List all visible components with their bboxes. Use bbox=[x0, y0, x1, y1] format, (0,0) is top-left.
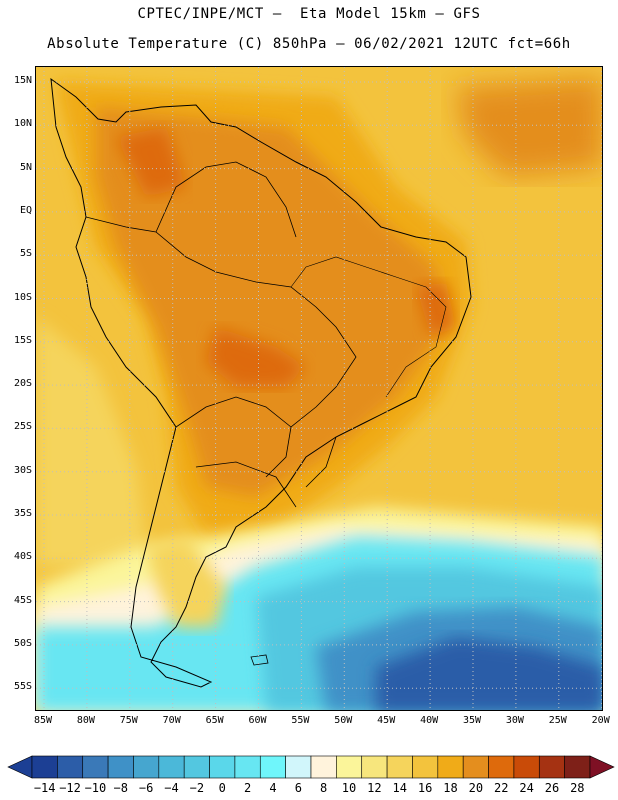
latitude-label: 25S bbox=[13, 421, 32, 433]
colorbar-under-arrow bbox=[7, 755, 33, 779]
colorbar-tick-label: 14 bbox=[392, 781, 407, 795]
title-field: Absolute Temperature (C) 850hPa – 06/02/… bbox=[47, 36, 571, 52]
field-14c-pacific bbox=[36, 317, 146, 567]
longitude-label: 85W bbox=[33, 715, 53, 726]
field-22c-bahia bbox=[416, 282, 456, 337]
falkland-islands bbox=[250, 654, 269, 666]
latitude-label: 15N bbox=[13, 75, 32, 86]
colorbar-swatch bbox=[158, 755, 185, 779]
longitude-label: 75W bbox=[119, 715, 138, 726]
title-model: CPTEC/INPE/MCT – Eta Model 15km – GFS bbox=[137, 6, 481, 22]
longitude-label: 55W bbox=[291, 715, 310, 726]
colorbar-swatch bbox=[386, 755, 413, 779]
latitude-label: 40S bbox=[13, 551, 32, 563]
colorbar-tick-label: 24 bbox=[519, 781, 534, 795]
colorbar-swatch bbox=[234, 755, 261, 779]
latitude-label: 5S bbox=[19, 248, 32, 260]
colorbar-swatch bbox=[82, 755, 109, 779]
colorbar-tick-label: −12 bbox=[59, 781, 81, 795]
border-brazil-west bbox=[85, 216, 357, 478]
colorbar-swatch bbox=[310, 755, 337, 779]
field-22c-pantanal bbox=[206, 327, 306, 387]
colorbar-swatch bbox=[31, 755, 58, 779]
longitude-label: 50W bbox=[334, 715, 353, 726]
longitude-label: 60W bbox=[248, 715, 267, 726]
border-brazil-states bbox=[290, 256, 447, 398]
colorbar-tick-label: −10 bbox=[84, 781, 107, 795]
field-14c-patagonia bbox=[146, 537, 226, 627]
longitude-label: 45W bbox=[377, 715, 396, 726]
continent-coastline bbox=[50, 77, 472, 688]
colorbar-swatch bbox=[107, 755, 134, 779]
colorbar-swatch bbox=[183, 755, 210, 779]
latitude-label: 5N bbox=[19, 161, 32, 173]
longitude-label: 70W bbox=[162, 715, 181, 726]
latitude-label: 35S bbox=[13, 508, 32, 519]
colorbar-tick-label: 12 bbox=[367, 781, 382, 795]
temperature-colorbar bbox=[7, 755, 615, 779]
colorbar-tick-label: −6 bbox=[138, 781, 154, 795]
colorbar-tick-label: 8 bbox=[320, 781, 328, 795]
colorbar-tick-label: 20 bbox=[468, 781, 484, 795]
colorbar-tick-label: −4 bbox=[164, 781, 179, 795]
latitude-label: 55S bbox=[13, 681, 32, 693]
colorbar-swatch bbox=[538, 755, 565, 779]
colorbar-swatch bbox=[361, 755, 388, 779]
colorbar-tick-label: 10 bbox=[341, 781, 357, 795]
colorbar-tick-label: 6 bbox=[294, 781, 302, 795]
border-argentina bbox=[195, 461, 297, 508]
colorbar-swatch bbox=[209, 755, 236, 779]
colorbar-tick-label: 18 bbox=[443, 781, 458, 795]
longitude-label: 20W bbox=[591, 715, 610, 726]
colorbar-over-arrow bbox=[589, 755, 615, 779]
colorbar-swatch bbox=[513, 755, 540, 779]
latitude-label: 10S bbox=[13, 291, 32, 303]
colorbar-tick-label: 22 bbox=[493, 781, 509, 795]
colorbar-tick-label: 4 bbox=[269, 781, 277, 795]
colorbar-swatch bbox=[336, 755, 363, 779]
colorbar-swatch bbox=[285, 755, 312, 779]
colorbar-tick-label: 26 bbox=[544, 781, 560, 795]
map-canvas bbox=[36, 67, 602, 710]
colorbar-tick-label: 28 bbox=[570, 781, 585, 795]
longitude-label: 65W bbox=[205, 715, 224, 726]
latitude-label: 30S bbox=[13, 464, 32, 476]
longitude-label: 30W bbox=[505, 715, 524, 726]
field-m12c bbox=[376, 637, 602, 710]
colorbar-tick-label: −2 bbox=[189, 781, 205, 795]
colorbar-swatch bbox=[412, 755, 439, 779]
colorbar-swatch bbox=[564, 755, 591, 779]
longitude-label: 80W bbox=[76, 715, 95, 726]
longitude-label: 25W bbox=[548, 715, 567, 726]
colorbar-swatch bbox=[437, 755, 464, 779]
field-22c-north bbox=[116, 127, 186, 197]
colorbar-tick-label: −14 bbox=[33, 781, 56, 795]
latitude-label: 50S bbox=[13, 637, 32, 649]
latitude-label: 15S bbox=[13, 334, 32, 346]
longitude-label: 40W bbox=[420, 715, 439, 726]
latitude-label: 20S bbox=[13, 378, 32, 390]
border-venezuela bbox=[155, 161, 297, 238]
border-uruguay bbox=[305, 436, 337, 488]
colorbar-tick-label: 16 bbox=[417, 781, 433, 795]
colorbar-swatch bbox=[462, 755, 489, 779]
field-20c-atlantic bbox=[456, 77, 602, 177]
colorbar-swatch bbox=[259, 755, 286, 779]
longitude-label: 35W bbox=[462, 715, 482, 726]
colorbar-swatch bbox=[488, 755, 515, 779]
border-bolivia bbox=[175, 396, 292, 428]
latitude-label: 45S bbox=[13, 594, 32, 606]
colorbar-tick-label: 2 bbox=[243, 781, 252, 795]
latitude-label: EQ bbox=[19, 204, 32, 216]
colorbar-swatch bbox=[133, 755, 160, 779]
temperature-map bbox=[35, 66, 603, 711]
latitude-label: 10N bbox=[13, 118, 32, 130]
colorbar-tick-label: 0 bbox=[218, 781, 226, 795]
colorbar-swatch bbox=[57, 755, 84, 779]
colorbar-tick-label: −8 bbox=[113, 781, 128, 795]
graticule bbox=[36, 67, 602, 710]
